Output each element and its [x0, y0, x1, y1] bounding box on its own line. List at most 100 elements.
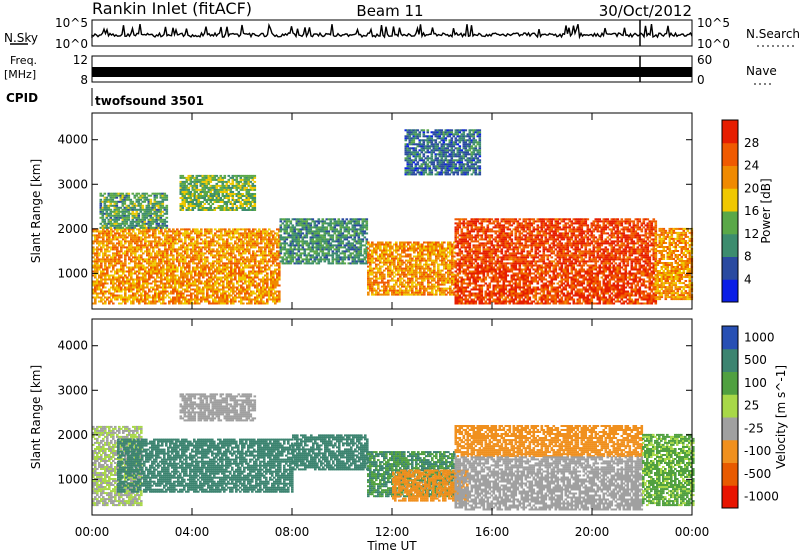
data-cell: [178, 258, 181, 261]
data-cell: [226, 238, 229, 241]
data-cell: [367, 241, 370, 244]
data-cell: [138, 244, 141, 247]
data-cell: [121, 210, 125, 213]
data-cell: [230, 270, 233, 273]
data-cell: [192, 254, 195, 257]
data-cell: [439, 271, 442, 274]
data-cell: [210, 254, 213, 257]
data-cell: [104, 290, 107, 293]
data-cell: [349, 234, 353, 237]
data-cell: [381, 255, 384, 258]
data-cell: [112, 278, 115, 281]
data-cell: [160, 260, 163, 263]
data-cell: [148, 252, 151, 255]
data-cell: [128, 244, 131, 247]
data-cell: [456, 222, 460, 225]
data-cell: [367, 247, 370, 250]
data-cell: [112, 296, 115, 299]
data-cell: [456, 272, 460, 275]
data-cell: [437, 251, 440, 254]
data-cell: [365, 218, 369, 221]
data-cell: [224, 256, 227, 259]
data-cell: [204, 238, 207, 241]
data-cell: [445, 281, 448, 284]
data-cell: [220, 260, 223, 263]
data-cell: [258, 254, 261, 257]
data-cell: [327, 254, 331, 257]
data-cell: [391, 253, 394, 256]
data-cell: [357, 236, 361, 239]
data-cell: [268, 292, 271, 295]
data-cell: [99, 192, 103, 195]
data-cell: [109, 192, 113, 195]
data-cell: [124, 228, 127, 231]
data-cell: [466, 240, 470, 243]
data-cell: [250, 270, 253, 273]
data-cell: [106, 296, 109, 299]
data-cell: [136, 286, 139, 289]
data-cell: [226, 256, 229, 259]
data-cell: [429, 277, 432, 280]
data-cell: [98, 248, 101, 251]
data-cell: [204, 256, 207, 259]
data-cell: [107, 218, 111, 221]
data-cell: [170, 286, 173, 289]
data-cell: [315, 262, 319, 265]
data-cell: [417, 247, 420, 250]
data-cell: [154, 296, 157, 299]
data-cell: [212, 238, 215, 241]
data-cell: [260, 252, 263, 255]
data-cell: [240, 258, 243, 261]
data-cell: [375, 253, 378, 256]
data-cell: [347, 228, 351, 231]
data-cell: [419, 287, 422, 290]
data-cell: [387, 289, 390, 292]
data-cell: [212, 298, 215, 301]
data-cell: [117, 210, 121, 213]
data-cell: [399, 259, 402, 262]
data-cell: [184, 290, 187, 293]
data-cell: [329, 254, 333, 257]
data-cell: [180, 252, 183, 255]
data-cell: [126, 248, 129, 251]
data-cell: [443, 277, 446, 280]
data-cell: [146, 228, 149, 231]
data-cell: [180, 292, 183, 295]
data-cell: [153, 210, 157, 213]
data-cell: [107, 194, 111, 197]
data-cell: [453, 287, 456, 290]
data-cell: [218, 256, 221, 259]
noise-right-label: N.Search: [746, 27, 800, 41]
data-cell: [266, 294, 269, 297]
data-cell: [190, 300, 193, 303]
data-cell: [96, 228, 99, 231]
data-cell: [202, 268, 205, 271]
data-cell: [361, 254, 365, 257]
data-cell: [240, 240, 243, 243]
data-cell: [419, 255, 422, 258]
data-cell: [159, 224, 163, 227]
data-cell: [149, 210, 153, 213]
data-cell: [403, 279, 406, 282]
data-cell: [192, 228, 195, 231]
data-cell: [317, 242, 321, 245]
data-cell: [146, 278, 149, 281]
data-cell: [144, 290, 147, 293]
data-cell: [145, 210, 149, 213]
data-cell: [234, 230, 237, 233]
data-cell: [100, 274, 103, 277]
data-cell: [439, 249, 442, 252]
data-cell: [142, 280, 145, 283]
data-cell: [172, 244, 175, 247]
data-cell: [153, 196, 157, 199]
data-cell: [176, 254, 179, 257]
data-cell: [297, 244, 301, 247]
data-cell: [157, 192, 161, 195]
data-cell: [252, 238, 255, 241]
data-cell: [230, 252, 233, 255]
data-cell: [138, 288, 141, 291]
data-cell: [123, 224, 127, 227]
data-cell: [260, 250, 263, 253]
data-cell: [264, 278, 267, 281]
data-cell: [228, 230, 231, 233]
